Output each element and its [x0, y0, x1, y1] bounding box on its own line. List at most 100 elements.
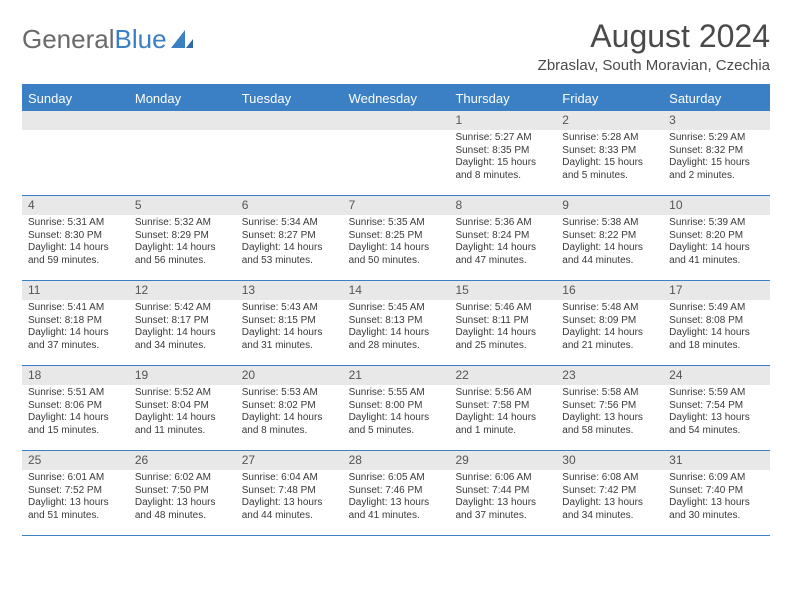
- day-number: 28: [343, 451, 450, 470]
- day-detail: Sunrise: 5:38 AMSunset: 8:22 PMDaylight:…: [556, 215, 663, 271]
- day-number: 30: [556, 451, 663, 470]
- dow-friday: Friday: [556, 86, 663, 111]
- day-sr: Sunrise: 5:45 AM: [349, 302, 444, 315]
- day-dl2: and 59 minutes.: [28, 255, 123, 268]
- day-number: 19: [129, 366, 236, 385]
- day-ss: Sunset: 8:06 PM: [28, 400, 123, 413]
- day-dl1: Daylight: 13 hours: [562, 412, 657, 425]
- day-ss: Sunset: 8:24 PM: [455, 230, 550, 243]
- day-dl1: Daylight: 14 hours: [28, 327, 123, 340]
- day-ss: Sunset: 8:29 PM: [135, 230, 230, 243]
- day-dl1: Daylight: 14 hours: [28, 242, 123, 255]
- day-detail: Sunrise: 5:34 AMSunset: 8:27 PMDaylight:…: [236, 215, 343, 271]
- day-sr: Sunrise: 6:02 AM: [135, 472, 230, 485]
- dow-sunday: Sunday: [22, 86, 129, 111]
- day-dl1: Daylight: 13 hours: [455, 497, 550, 510]
- day-ss: Sunset: 8:00 PM: [349, 400, 444, 413]
- day-ss: Sunset: 7:44 PM: [455, 485, 550, 498]
- day-number: 17: [663, 281, 770, 300]
- day-dl2: and 1 minute.: [455, 425, 550, 438]
- day-dl1: Daylight: 13 hours: [242, 497, 337, 510]
- day-sr: Sunrise: 6:09 AM: [669, 472, 764, 485]
- day-dl1: Daylight: 15 hours: [669, 157, 764, 170]
- day-cell: 7 Sunrise: 5:35 AMSunset: 8:25 PMDaylight…: [343, 196, 450, 280]
- day-ss: Sunset: 7:46 PM: [349, 485, 444, 498]
- day-cell: 1Sunrise: 5:27 AMSunset: 8:35 PMDaylight…: [449, 111, 556, 195]
- day-dl2: and 28 minutes.: [349, 340, 444, 353]
- logo-sail-icon: [171, 24, 193, 55]
- logo: GeneralBlue: [22, 18, 193, 55]
- day-dl2: and 37 minutes.: [28, 340, 123, 353]
- day-sr: Sunrise: 5:41 AM: [28, 302, 123, 315]
- day-number: 21: [343, 366, 450, 385]
- day-detail: Sunrise: 5:59 AMSunset: 7:54 PMDaylight:…: [663, 385, 770, 441]
- day-ss: Sunset: 7:52 PM: [28, 485, 123, 498]
- day-ss: Sunset: 8:09 PM: [562, 315, 657, 328]
- day-cell: 29Sunrise: 6:06 AMSunset: 7:44 PMDayligh…: [449, 451, 556, 535]
- day-number: 8: [449, 196, 556, 215]
- day-number: 31: [663, 451, 770, 470]
- day-cell: [129, 111, 236, 195]
- day-number: 16: [556, 281, 663, 300]
- day-cell: 10Sunrise: 5:39 AMSunset: 8:20 PMDayligh…: [663, 196, 770, 280]
- day-sr: Sunrise: 6:01 AM: [28, 472, 123, 485]
- day-dl1: Daylight: 14 hours: [455, 412, 550, 425]
- day-ss: Sunset: 7:50 PM: [135, 485, 230, 498]
- dow-saturday: Saturday: [663, 86, 770, 111]
- day-number: 22: [449, 366, 556, 385]
- day-dl2: and 34 minutes.: [562, 510, 657, 523]
- day-number: [129, 111, 236, 130]
- day-dl1: Daylight: 13 hours: [669, 497, 764, 510]
- day-cell: 21Sunrise: 5:55 AMSunset: 8:00 PMDayligh…: [343, 366, 450, 450]
- day-sr: Sunrise: 5:52 AM: [135, 387, 230, 400]
- logo-text-2: Blue: [115, 24, 167, 55]
- day-ss: Sunset: 7:54 PM: [669, 400, 764, 413]
- day-detail: Sunrise: 5:58 AMSunset: 7:56 PMDaylight:…: [556, 385, 663, 441]
- day-number: 26: [129, 451, 236, 470]
- day-ss: Sunset: 8:25 PM: [349, 230, 444, 243]
- day-sr: Sunrise: 5:53 AM: [242, 387, 337, 400]
- day-dl2: and 56 minutes.: [135, 255, 230, 268]
- day-dl1: Daylight: 14 hours: [349, 327, 444, 340]
- day-number: [236, 111, 343, 130]
- day-detail: Sunrise: 6:01 AMSunset: 7:52 PMDaylight:…: [22, 470, 129, 526]
- day-cell: 12Sunrise: 5:42 AMSunset: 8:17 PMDayligh…: [129, 281, 236, 365]
- day-cell: 22Sunrise: 5:56 AMSunset: 7:58 PMDayligh…: [449, 366, 556, 450]
- day-number: 7: [343, 196, 450, 215]
- day-dl2: and 37 minutes.: [455, 510, 550, 523]
- location-label: Zbraslav, South Moravian, Czechia: [538, 57, 770, 74]
- day-dl1: Daylight: 14 hours: [455, 327, 550, 340]
- day-sr: Sunrise: 5:35 AM: [349, 217, 444, 230]
- day-sr: Sunrise: 5:55 AM: [349, 387, 444, 400]
- day-cell: 16Sunrise: 5:48 AMSunset: 8:09 PMDayligh…: [556, 281, 663, 365]
- day-dl1: Daylight: 14 hours: [669, 327, 764, 340]
- day-sr: Sunrise: 5:46 AM: [455, 302, 550, 315]
- day-dl2: and 34 minutes.: [135, 340, 230, 353]
- day-ss: Sunset: 8:30 PM: [28, 230, 123, 243]
- day-number: 23: [556, 366, 663, 385]
- day-ss: Sunset: 8:13 PM: [349, 315, 444, 328]
- day-dl2: and 18 minutes.: [669, 340, 764, 353]
- day-dl1: Daylight: 13 hours: [669, 412, 764, 425]
- week-row: 1Sunrise: 5:27 AMSunset: 8:35 PMDaylight…: [22, 111, 770, 196]
- day-cell: 11Sunrise: 5:41 AMSunset: 8:18 PMDayligh…: [22, 281, 129, 365]
- day-ss: Sunset: 8:18 PM: [28, 315, 123, 328]
- day-dl2: and 44 minutes.: [562, 255, 657, 268]
- day-dl2: and 30 minutes.: [669, 510, 764, 523]
- day-detail: Sunrise: 5:53 AMSunset: 8:02 PMDaylight:…: [236, 385, 343, 441]
- day-dl1: Daylight: 15 hours: [562, 157, 657, 170]
- day-number: 20: [236, 366, 343, 385]
- dow-thursday: Thursday: [449, 86, 556, 111]
- day-sr: Sunrise: 5:51 AM: [28, 387, 123, 400]
- day-number: 15: [449, 281, 556, 300]
- day-detail: Sunrise: 6:04 AMSunset: 7:48 PMDaylight:…: [236, 470, 343, 526]
- day-dl2: and 11 minutes.: [135, 425, 230, 438]
- day-cell: [22, 111, 129, 195]
- day-dl2: and 5 minutes.: [349, 425, 444, 438]
- month-title: August 2024: [538, 18, 770, 55]
- day-detail: Sunrise: 6:09 AMSunset: 7:40 PMDaylight:…: [663, 470, 770, 526]
- day-number: 4: [22, 196, 129, 215]
- week-row: 25Sunrise: 6:01 AMSunset: 7:52 PMDayligh…: [22, 451, 770, 536]
- day-dl1: Daylight: 14 hours: [349, 242, 444, 255]
- day-dl2: and 2 minutes.: [669, 170, 764, 183]
